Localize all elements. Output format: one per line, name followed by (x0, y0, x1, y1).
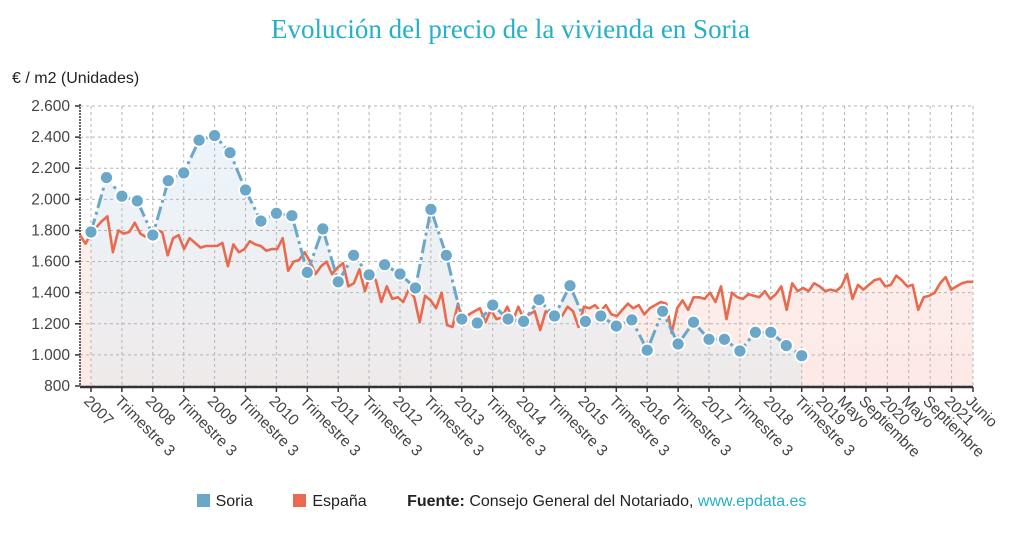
point-soria (222, 145, 238, 161)
point-soria (114, 188, 130, 204)
legend-item-soria[interactable]: Soria (196, 493, 253, 511)
point-soria (361, 267, 377, 283)
point-soria (794, 348, 810, 364)
point-soria (578, 313, 593, 329)
point-soria (438, 247, 454, 263)
point-soria (423, 201, 439, 217)
point-soria (284, 208, 300, 224)
point-soria (485, 297, 501, 313)
y-tick-labels: 800 1.000 1.200 1.400 1.600 1.800 2.000 2.200 2.… (31, 98, 70, 395)
point-soria (238, 182, 253, 198)
source-label: Fuente: (407, 493, 465, 510)
y-tick-label: 1.400 (31, 285, 70, 302)
point-soria (129, 193, 145, 209)
point-soria (392, 266, 408, 282)
point-soria (346, 247, 362, 263)
point-soria (299, 264, 315, 280)
point-soria (377, 257, 393, 273)
chart-title: Evolución del precio de la vivienda en S… (270, 14, 751, 44)
point-soria (670, 336, 686, 352)
point-soria (268, 205, 284, 221)
point-soria (717, 331, 732, 347)
point-soria (732, 343, 748, 359)
point-soria (207, 128, 223, 144)
point-soria (145, 227, 161, 243)
point-soria (407, 280, 423, 296)
area-fills (80, 135, 973, 386)
legend-label-soria: Soria (215, 493, 253, 510)
y-tick-label: 2.200 (31, 160, 70, 177)
point-soria (562, 278, 578, 294)
point-soria (701, 331, 717, 347)
point-soria (763, 324, 779, 340)
point-soria (469, 315, 485, 331)
y-tick-label: 2.400 (31, 129, 70, 146)
point-soria (686, 314, 701, 330)
point-soria (655, 303, 670, 319)
point-soria (191, 132, 207, 148)
point-soria (330, 274, 346, 290)
point-soria (83, 224, 99, 240)
point-soria (176, 165, 192, 181)
y-tick-label: 1.200 (31, 316, 70, 333)
series-soria (83, 128, 810, 364)
y-tick-label: 1.600 (31, 254, 70, 271)
legend: Soria España Fuente: Consejo General del… (0, 493, 1021, 511)
point-soria (454, 311, 470, 327)
y-tick-label: 1.000 (31, 347, 70, 364)
y-tick-label: 800 (44, 378, 70, 395)
point-soria (160, 173, 176, 189)
source-link[interactable]: www.epdata.es (697, 493, 807, 510)
y-tick-label: 2.000 (31, 191, 70, 208)
grid-lines (80, 105, 974, 387)
legend-item-espana[interactable]: España (293, 493, 367, 511)
point-soria (639, 342, 655, 358)
y-tick-label: 2.600 (31, 98, 70, 115)
source: Fuente: Consejo General del Notariado, w… (407, 493, 806, 511)
legend-swatch-espana (293, 494, 307, 507)
y-tick-label: 1.800 (31, 222, 70, 239)
point-soria (608, 318, 624, 334)
point-soria (531, 292, 547, 308)
point-soria (593, 308, 609, 324)
point-soria (315, 221, 331, 237)
x-tick-label: 2007 (80, 393, 116, 429)
point-soria (778, 338, 794, 354)
point-soria (500, 311, 516, 327)
point-soria (99, 170, 114, 186)
point-soria (516, 313, 531, 329)
point-soria (547, 308, 562, 324)
point-soria (624, 312, 640, 328)
legend-swatch-soria (196, 494, 210, 507)
point-soria (253, 213, 269, 229)
axes (75, 104, 974, 392)
legend-label-espana: España (312, 493, 367, 510)
source-text: Consejo General del Notariado, (469, 493, 694, 510)
y-axis-label: € / m2 (Unidades) (12, 70, 140, 87)
point-soria (748, 324, 763, 340)
